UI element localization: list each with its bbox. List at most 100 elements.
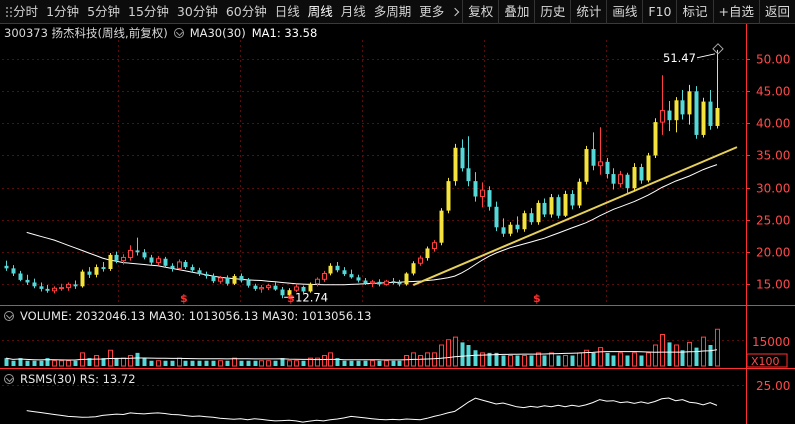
candle-body [108,254,113,270]
candle-body [653,122,658,156]
toolbar-grip-icon[interactable] [0,0,12,24]
volume-bar [446,339,451,367]
volume-bar [453,336,458,367]
period-tab-1min[interactable]: 1分钟 [46,3,80,19]
candle-body [315,278,320,285]
period-tab-15min[interactable]: 15分钟 [128,3,169,19]
price-tick-label: 15.00 [756,278,790,292]
candle-body [522,213,527,230]
volume-ma-line [5,349,718,361]
history-button[interactable]: 历史 [534,0,570,24]
rs-axis-label: 25.00 [756,379,790,393]
candle-body [342,270,347,275]
rsms-dropdown-icon[interactable] [4,374,14,384]
candle-body [328,265,333,274]
candle-body [639,167,644,181]
candle-body [632,167,637,189]
candle-body [646,155,651,181]
back-button[interactable]: 返回 [758,0,795,24]
candle-body [349,274,354,278]
candle-body [266,285,271,289]
candle-body [377,281,382,285]
volume-bar [114,358,119,366]
candle-body [142,252,147,258]
f10-button[interactable]: F10 [642,0,676,24]
period-tab-monthly[interactable]: 月线 [340,3,366,19]
candle-body [384,280,389,285]
candle-body [701,101,706,135]
volume-bar [18,358,23,366]
candle-body [239,276,244,281]
candle-body [660,110,665,123]
candle-body [128,249,133,258]
candle-body [611,174,616,184]
volume-axis-label: 15000 [752,335,790,349]
candle-body [163,258,168,266]
adjust-button[interactable]: 复权 [462,0,498,24]
ma30-path [26,164,718,286]
volume-bar [439,344,444,367]
volume-bar [287,360,292,367]
volume-bar [708,345,713,366]
volume-bar [563,355,568,367]
volume-bar [404,355,409,367]
candle-body [542,202,547,215]
period-tab-weekly[interactable]: 周线 [307,3,333,19]
candle-body [370,281,375,284]
candle-body [197,270,202,275]
period-tab-60min[interactable]: 60分钟 [225,3,267,19]
trend-line [412,146,738,286]
volume-bar [349,360,354,366]
volume-bar [80,352,85,367]
mark-button[interactable]: 标记 [676,0,712,24]
volume-bar [142,358,147,366]
ma-label: MA30(30) [189,26,246,40]
volume-bar [680,350,685,366]
candle-body [232,276,237,284]
price-tick-label: 30.00 [756,182,790,196]
volume-bar [66,360,71,367]
candle-body [294,286,299,291]
rs-path [26,397,718,423]
volume-bar [370,360,375,367]
period-tab-30min[interactable]: 30分钟 [176,3,218,19]
candle-body [87,271,92,275]
candle-body [591,149,596,166]
period-tab-daily[interactable]: 日线 [274,3,300,19]
candle-body [418,257,423,264]
candle-body [466,168,471,182]
statistics-button[interactable]: 统计 [570,0,606,24]
period-tab-multi[interactable]: 多周期 [373,3,412,19]
indicator-dropdown-icon[interactable] [173,28,184,38]
overlay-button[interactable]: 叠加 [498,0,534,24]
volume-bar [4,358,9,366]
candle-body [259,287,264,290]
volume-dropdown-icon[interactable] [4,311,14,321]
candle-body [480,189,485,198]
candle-body [11,268,16,274]
candle-body [391,281,396,283]
volume-bar [232,357,237,367]
event-marker-icon: $ [287,292,295,305]
volume-bar [377,360,382,366]
volume-bar [266,360,271,367]
more-periods-menu[interactable]: 更多 [415,0,462,24]
volume-bar [108,349,113,367]
candle-body [625,174,630,189]
candle-body [494,206,499,228]
period-tab-5min[interactable]: 5分钟 [87,3,121,19]
add-watchlist-button[interactable]: +自选 [712,0,759,24]
period-tab-fenshi[interactable]: 分时 [13,3,39,19]
candle-body [308,283,313,292]
high-price-label: 51.47 [663,51,696,65]
candle-body [25,279,30,283]
candle-body [59,287,64,290]
draw-line-button[interactable]: 画线 [606,0,642,24]
volume-bar [218,360,223,367]
candle-body [460,147,465,169]
volume-bar [432,352,437,367]
candle-body [570,193,575,206]
volume-unit-box [746,353,788,368]
